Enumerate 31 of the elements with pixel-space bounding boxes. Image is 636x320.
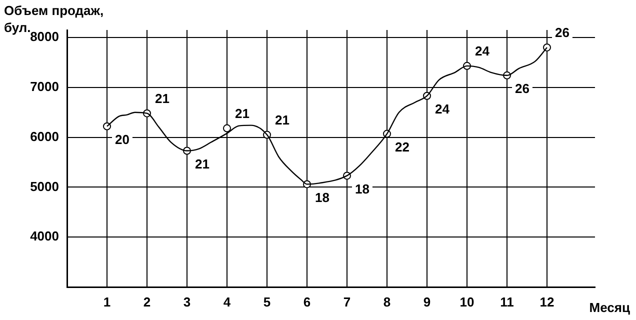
annotation: 24: [435, 101, 450, 116]
annotation: 26: [555, 25, 570, 40]
annotation: 24: [475, 44, 490, 59]
x-tick-label: 4: [223, 294, 232, 310]
y-tick-label: 5000: [30, 178, 59, 194]
x-tick-label: 12: [540, 294, 554, 310]
x-tick-label: 2: [143, 294, 151, 310]
x-tick-label: 5: [263, 294, 271, 310]
annotation: 18: [355, 181, 370, 196]
x-tick-label: 10: [460, 294, 474, 310]
x-tick-label: 11: [500, 294, 514, 310]
x-tick-label: 9: [423, 294, 431, 310]
annotation: 21: [195, 156, 210, 172]
y-tick-label: 6000: [30, 128, 59, 144]
annotation: 22: [395, 139, 410, 154]
x-tick-label: 3: [183, 294, 191, 310]
annotation: 21: [275, 112, 290, 128]
x-tick-label: 8: [383, 294, 391, 310]
point: [223, 124, 231, 132]
annotation: 21: [235, 106, 250, 121]
annotation: 21: [155, 90, 170, 106]
x-tick-label: 7: [343, 294, 351, 310]
point: [103, 122, 111, 130]
y-tick-label: 4000: [30, 228, 59, 244]
annotation: 26: [515, 80, 530, 96]
x-tick-label: 6: [303, 294, 311, 310]
y-tick-label: 7000: [30, 78, 59, 94]
annotation: 18: [315, 190, 330, 205]
x-tick-label: 1: [103, 294, 111, 310]
x-axis-title: Месяц: [589, 300, 630, 315]
annotation: 20: [115, 132, 130, 147]
